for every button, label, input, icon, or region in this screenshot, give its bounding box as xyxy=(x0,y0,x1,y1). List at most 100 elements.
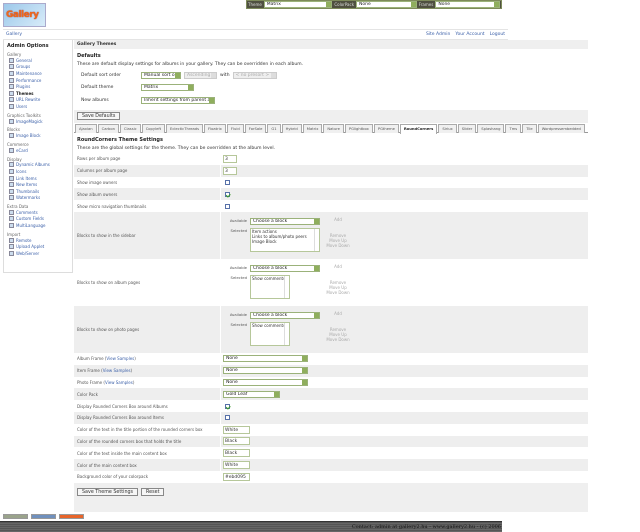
sidebar-item-users[interactable]: Users xyxy=(7,103,69,110)
tab-roundcorners[interactable]: RoundCorners xyxy=(399,124,438,134)
tab-pglightbox[interactable]: PGlightbox xyxy=(344,124,373,133)
tab-eclecticthreads[interactable]: EclecticThreads xyxy=(166,124,204,133)
add-block-button[interactable]: Add xyxy=(334,311,342,317)
selected-block-item[interactable]: Show comments xyxy=(252,323,286,329)
up-block-button[interactable]: Move Up xyxy=(329,332,347,338)
remove-block-button[interactable]: Remove xyxy=(329,280,347,286)
sidebar-item-dynamic-albums[interactable]: Dynamic Albums xyxy=(7,162,69,169)
tab-wordpressembedded[interactable]: Wordpressembedded xyxy=(537,124,585,133)
theme-select[interactable]: Matrix xyxy=(263,1,333,8)
show-image-owners-checkbox[interactable] xyxy=(225,179,230,185)
up-block-button[interactable]: Move Up xyxy=(329,238,347,244)
photo-frame-select[interactable]: None xyxy=(223,378,308,386)
header-link-your-account[interactable]: Your Account xyxy=(455,32,485,37)
gallery-badge[interactable] xyxy=(3,514,28,519)
available-block-select[interactable]: Choose a block xyxy=(250,265,320,273)
save-theme-settings-button[interactable]: Save Theme Settings xyxy=(77,487,139,496)
sidebar-item-link-items[interactable]: Link Items xyxy=(7,175,69,182)
frames-select[interactable]: None xyxy=(435,1,500,8)
selected-block-item[interactable]: Show comments xyxy=(252,276,286,282)
sidebar-item-plugins[interactable]: Plugins xyxy=(7,83,69,90)
selected-block-item[interactable]: Item actions xyxy=(252,229,277,235)
sidebar-item-themes[interactable]: Themes xyxy=(7,90,69,97)
gallery-logo[interactable]: Gallery xyxy=(3,3,46,27)
add-block-button[interactable]: Add xyxy=(334,264,342,270)
album-frame-select[interactable]: None xyxy=(223,355,308,363)
color-input-c3[interactable]: Black xyxy=(223,449,250,458)
sidebar-item-general[interactable]: General xyxy=(7,57,69,64)
sidebar-item-watermarks[interactable]: Watermarks xyxy=(7,195,69,202)
new-albums-select[interactable]: Inherit settings from parent album xyxy=(141,96,215,104)
tab-siriux[interactable]: Siriux xyxy=(438,124,457,133)
tab-tms[interactable]: Tms xyxy=(505,124,522,133)
available-block-select[interactable]: Choose a block xyxy=(250,218,320,226)
tab-carbon[interactable]: Carbon xyxy=(97,124,119,133)
sidebar-item-thumbnails[interactable]: Thumbnails xyxy=(7,188,69,195)
sort-select[interactable]: Manual sort order xyxy=(141,71,181,79)
sidebar-item-url-rewrite[interactable]: URL Rewrite xyxy=(7,97,69,104)
sidebar-item-upload-applet[interactable]: Upload Applet xyxy=(7,243,69,250)
view-samples-link[interactable]: View Samples xyxy=(105,379,133,385)
up-block-button[interactable]: Move Up xyxy=(329,285,347,291)
color-input-c5[interactable]: #ebd095 xyxy=(223,472,250,481)
save-defaults-button[interactable]: Save Defaults xyxy=(77,112,121,120)
down-block-button[interactable]: Move Down xyxy=(326,289,350,295)
tab-hybrid[interactable]: Hybrid xyxy=(281,124,302,133)
tab-fluid[interactable]: Fluid xyxy=(226,124,244,133)
show-micro-nav-checkbox[interactable] xyxy=(225,203,230,209)
down-block-button[interactable]: Move Down xyxy=(326,336,350,342)
color-input-c1[interactable]: White xyxy=(223,425,250,434)
sidebar-item-ecard[interactable]: eCard xyxy=(7,147,69,154)
tab-g1[interactable]: G1 xyxy=(267,124,281,133)
sidebar-item-web-server[interactable]: Web/Server xyxy=(7,250,69,257)
tab-slider[interactable]: Slider xyxy=(457,124,477,133)
tab-nature[interactable]: Nature xyxy=(323,124,344,133)
sidebar-item-image-block[interactable]: Image Block xyxy=(7,132,69,139)
sidebar-item-groups[interactable]: Groups xyxy=(7,64,69,71)
down-block-button[interactable]: Move Down xyxy=(326,242,350,248)
rows-per-page-input[interactable]: 3 xyxy=(223,154,237,163)
selected-block-item[interactable]: Image Block xyxy=(252,238,277,244)
sidebar-item-icons[interactable]: Icons xyxy=(7,168,69,175)
tab-floatrix[interactable]: Floatrix xyxy=(204,124,226,133)
colorpack-select[interactable]: None xyxy=(356,1,417,8)
tab-matrix[interactable]: Matrix xyxy=(302,124,323,133)
breadcrumb[interactable]: Gallery xyxy=(6,32,23,37)
selected-blocks-list[interactable]: Show comments xyxy=(250,275,290,300)
sidebar-item-maintenance[interactable]: Maintenance xyxy=(7,70,69,77)
tab-copyleft[interactable]: Copyleft xyxy=(141,124,166,133)
selected-blocks-list[interactable]: Show comments xyxy=(250,322,290,347)
view-samples-link[interactable]: View Samples xyxy=(102,368,131,374)
color-input-c2[interactable]: Black xyxy=(223,437,250,446)
reset-button[interactable]: Reset xyxy=(141,487,165,496)
tab-tile[interactable]: Tile xyxy=(522,124,537,133)
sidebar-item-multilanguage[interactable]: MultiLanguage xyxy=(7,222,69,229)
default-theme-select[interactable]: Matrix xyxy=(141,84,194,92)
sidebar-item-remote[interactable]: Remote xyxy=(7,237,69,244)
color-input-c4[interactable]: White xyxy=(223,461,250,470)
mysql-badge[interactable] xyxy=(59,514,84,519)
sidebar-item-imagemagick[interactable]: ImageMagick xyxy=(7,118,69,125)
header-link-site-admin[interactable]: Site Admin xyxy=(425,32,451,37)
columns-per-page-input[interactable]: 3 xyxy=(223,166,237,175)
rounded-albums-checkbox[interactable] xyxy=(225,403,230,409)
tab-pgtheme[interactable]: PGtheme xyxy=(373,124,399,133)
view-samples-link[interactable]: View Samples xyxy=(106,356,135,362)
tab-splashang[interactable]: Splashang xyxy=(477,124,505,133)
remove-block-button[interactable]: Remove xyxy=(329,233,347,239)
add-block-button[interactable]: Add xyxy=(334,217,342,223)
sidebar-item-comments[interactable]: Comments xyxy=(7,209,69,216)
sidebar-item-custom-fields[interactable]: Custom Fields xyxy=(7,216,69,223)
remove-block-button[interactable]: Remove xyxy=(329,327,347,333)
header-link-logout[interactable]: Logout xyxy=(489,32,505,37)
sidebar-item-new-items[interactable]: New Items xyxy=(7,181,69,188)
available-block-select[interactable]: Choose a block xyxy=(250,312,320,320)
php-badge[interactable] xyxy=(31,514,56,519)
tab-classic[interactable]: Classic xyxy=(119,124,141,133)
rounded-items-checkbox[interactable] xyxy=(225,415,230,421)
colorpack-select[interactable]: Gold Leaf xyxy=(223,390,280,398)
sidebar-item-performance[interactable]: Performance xyxy=(7,77,69,84)
tab-forsale[interactable]: ForSale xyxy=(244,124,267,133)
show-album-owners-checkbox[interactable] xyxy=(225,191,230,197)
tab-ajaxian[interactable]: Ajaxian xyxy=(75,124,97,133)
